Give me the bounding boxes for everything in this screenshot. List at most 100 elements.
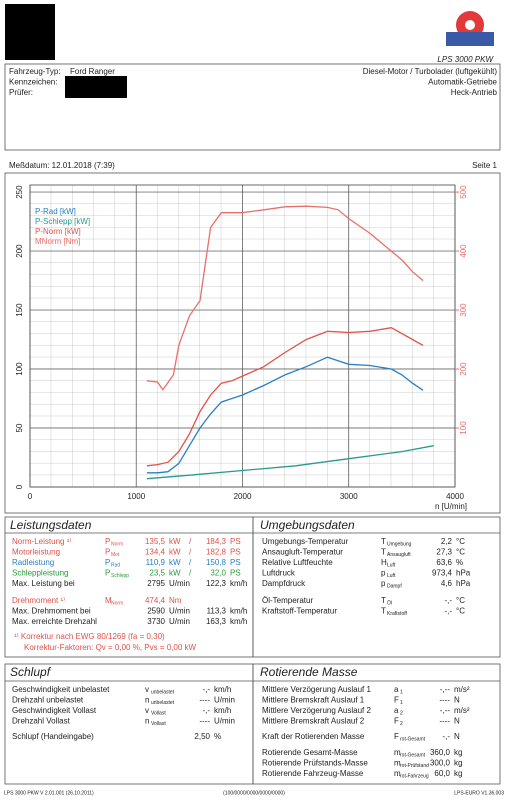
row-val: 360,0 (430, 748, 451, 757)
row-sym: v (145, 706, 149, 715)
row-label: Max. Drehmoment bei (12, 607, 91, 616)
y2-tick-label: 200 (459, 362, 468, 376)
row-label: Öl-Temperatur (262, 596, 313, 605)
row-unit: hPa (456, 569, 471, 578)
row-sub: rot-Prüfstand (400, 763, 429, 769)
row-unit2: PS (230, 537, 241, 546)
legend-entry: P-Schlepp [kW] (35, 217, 90, 226)
row-val: 110,9 (146, 558, 166, 567)
row-sym: a (394, 706, 399, 715)
row-unit: kW (169, 558, 181, 567)
row-unit: °C (456, 548, 465, 557)
y-tick-label: 100 (15, 362, 24, 376)
x-tick-label: 2000 (234, 492, 252, 501)
row-label: Relative Luftfeuchte (262, 558, 333, 567)
row-sym: m (394, 748, 401, 757)
series-line (146, 356, 424, 474)
footer: LPS 3000 PKW V 2.01.001 (26.10.2011) (4, 790, 94, 796)
field-label: Kennzeichen: (9, 78, 57, 87)
row-val: -,- (442, 732, 450, 741)
row-label: Max. erreichte Drehzahl (12, 617, 97, 626)
row-label: Mittlere Bremskraft Auslauf 1 (262, 696, 365, 705)
row-sym: n (145, 696, 149, 705)
row-unit: kW (169, 548, 181, 557)
field-label: Prüfer: (9, 88, 33, 97)
row-unit: km/h (214, 706, 231, 715)
row-sym: P (105, 548, 110, 557)
legend-entry: P-Rad [kW] (35, 207, 76, 216)
row-sym: P (105, 537, 110, 546)
field-value: Automatik-Getriebe (428, 78, 497, 87)
y-tick-label: 250 (15, 185, 24, 199)
y-tick-label: 150 (15, 303, 24, 317)
row-unit: % (456, 558, 463, 567)
row-val: 2,50 (194, 732, 210, 741)
x-tick-label: 1000 (127, 492, 145, 501)
section-box (252, 516, 501, 658)
vehicle-box (4, 63, 501, 151)
row-sym: H (381, 558, 387, 567)
row-sym: M (105, 596, 112, 605)
row-sep: / (189, 558, 192, 567)
x-tick-label: 4000 (446, 492, 464, 501)
row-val: 2,2 (441, 537, 453, 546)
row-sub: 2 (400, 710, 403, 716)
row-sub: Norm (111, 600, 123, 606)
row-label: Schlupf (Handeingabe) (12, 732, 94, 741)
row-val: 63,6 (436, 558, 452, 567)
row-label: Kraft der Rotierenden Masse (262, 732, 365, 741)
row-val2: 163,3 (206, 617, 227, 626)
row-unit: kW (169, 537, 181, 546)
row-sub: Luft (387, 573, 396, 579)
row-sub: unbelastet (151, 700, 175, 706)
note: Korrektur-Faktoren: Qv = 0,00 %, Pvs = 0… (24, 643, 197, 652)
row-val2: 122,3 (206, 579, 227, 588)
row-label: Geschwindigkeit unbelastet (12, 685, 110, 694)
row-unit: U/min (169, 607, 190, 616)
row-label: Max. Leistung bei (12, 579, 75, 588)
row-val2: 150,8 (206, 558, 227, 567)
row-sub: unbelastet (151, 689, 175, 695)
y-tick-label: 0 (15, 484, 24, 489)
row-unit: N (454, 732, 460, 741)
row-label: Rotierende Prüfstands-Masse (262, 759, 368, 768)
row-label: Rotierende Gesamt-Masse (262, 748, 358, 757)
row-val2: 113,3 (207, 607, 227, 616)
row-sub: Öl (387, 599, 392, 606)
series-line (146, 205, 424, 391)
row-label: Drehzahl unbelastet (12, 696, 84, 705)
footer: LPS-EURO V1.36.003 (454, 790, 504, 796)
row-sym: v (145, 685, 149, 694)
row-label: Geschwindigkeit Vollast (12, 706, 97, 715)
redaction (65, 76, 127, 98)
row-val: ---- (199, 696, 210, 705)
row-sub: rot-Gesamt (400, 736, 426, 742)
row-sub: rot-Gesamt (400, 752, 426, 758)
row-label: Umgebungs-Temperatur (262, 537, 349, 546)
row-unit: m/s² (454, 706, 470, 715)
row-val: 23,5 (149, 569, 165, 578)
row-sub: Norm (111, 541, 123, 547)
row-val: ---- (439, 717, 450, 726)
section-title: Umgebungsdaten (260, 518, 355, 532)
chart-box (4, 172, 501, 514)
row-val: -,- (444, 607, 452, 616)
section-title: Schlupf (10, 665, 52, 679)
x-tick-label: 0 (28, 492, 33, 501)
field-value: Diesel-Motor / Turbolader (luftgekühlt) (363, 67, 498, 76)
row-val2: 184,3 (206, 537, 227, 546)
row-val: 27,3 (436, 548, 452, 557)
row-val2: 32,0 (210, 569, 226, 578)
row-val: 3730 (147, 617, 165, 626)
row-val: 474,4 (145, 596, 166, 605)
date: Meßdatum: 12.01.2018 (7:39) (9, 161, 115, 170)
row-sub: 1 (400, 700, 403, 706)
row-sep: / (189, 548, 192, 557)
row-val: ---- (199, 717, 210, 726)
row-val: ---- (439, 696, 450, 705)
section-box (252, 663, 501, 785)
row-sub: Schlepp (111, 573, 129, 579)
row-unit2: km/h (230, 579, 247, 588)
field-value: Heck-Antrieb (451, 88, 498, 97)
